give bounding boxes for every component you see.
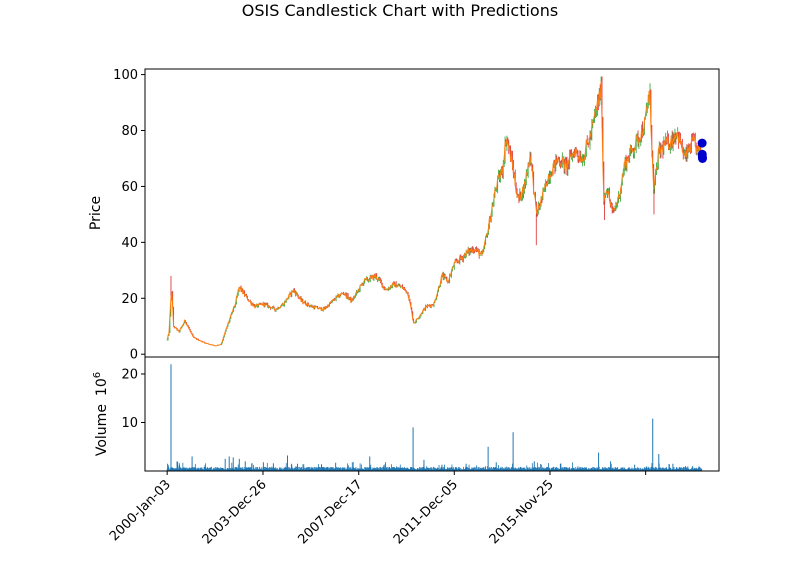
x-axis-ticks: 2000-Jan-03 2003-Dec-26 2007-Dec-17 2011-De…: [107, 471, 647, 547]
price-y-tick-label: 20: [121, 292, 138, 307]
volume-axis-unit: 10: [94, 378, 110, 396]
price-panel: 0 20 40 60 80 100 Price: [88, 68, 720, 363]
price-y-tick-label: 100: [113, 68, 138, 83]
x-tick-label: 2000-Jan-03: [107, 477, 174, 544]
price-y-tick-label: 0: [130, 348, 138, 363]
svg-text:Volume106: Volume 106: [92, 372, 110, 456]
price-y-tick-label: 60: [121, 180, 138, 195]
volume-y-tick-label: 20: [121, 367, 138, 382]
price-y-tick-label: 40: [121, 236, 138, 251]
volume-y-tick-label: 10: [121, 416, 138, 431]
chart-title: OSIS Candlestick Chart with Predictions: [242, 1, 558, 20]
volume-axis-label: Volume 106: [92, 372, 110, 456]
volume-axis-label-text: Volume: [94, 404, 110, 456]
volume-y-ticks: 10 20: [121, 367, 145, 431]
x-tick-label: 2003-Dec-26: [200, 477, 270, 547]
close-price-line: [166, 81, 703, 347]
x-tick-label: 2011-Dec-05: [391, 477, 461, 547]
price-axis-label: Price: [88, 196, 104, 230]
prediction-point: [698, 153, 708, 163]
prediction-point: [697, 138, 707, 148]
price-y-ticks: 0 20 40 60 80 100: [113, 68, 145, 363]
volume-axes-frame: [144, 356, 720, 472]
x-tick-label: 2007-Dec-17: [295, 477, 365, 547]
x-tick-label: 2015-Nov-25: [487, 477, 557, 547]
price-y-tick-label: 80: [121, 124, 138, 139]
volume-axis-exponent: 6: [92, 372, 103, 378]
price-plot-area: [166, 76, 708, 347]
volume-plot-area: [166, 364, 703, 471]
